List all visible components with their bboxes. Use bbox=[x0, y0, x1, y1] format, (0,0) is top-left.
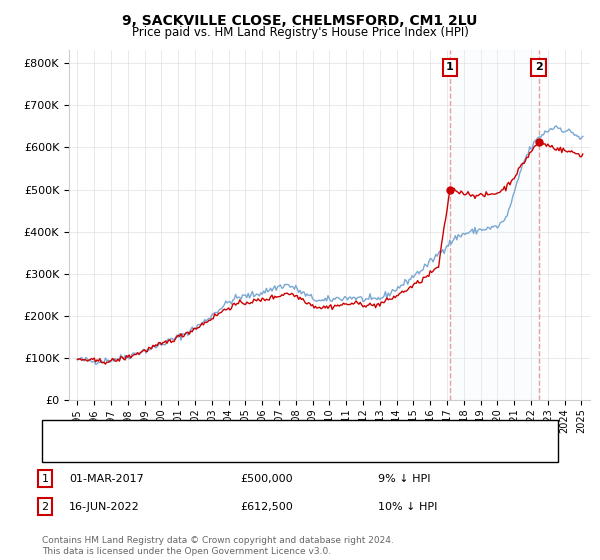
Text: 2: 2 bbox=[535, 62, 542, 72]
Text: 1: 1 bbox=[446, 62, 454, 72]
Text: 2: 2 bbox=[41, 502, 49, 512]
Text: £612,500: £612,500 bbox=[240, 502, 293, 512]
Text: HPI: Average price, detached house, Chelmsford: HPI: Average price, detached house, Chel… bbox=[75, 445, 328, 455]
Text: 9, SACKVILLE CLOSE, CHELMSFORD, CM1 2LU: 9, SACKVILLE CLOSE, CHELMSFORD, CM1 2LU bbox=[122, 14, 478, 28]
Text: —: — bbox=[51, 443, 67, 458]
Text: 9, SACKVILLE CLOSE, CHELMSFORD, CM1 2LU (detached house): 9, SACKVILLE CLOSE, CHELMSFORD, CM1 2LU … bbox=[75, 427, 407, 437]
Text: Contains HM Land Registry data © Crown copyright and database right 2024.
This d: Contains HM Land Registry data © Crown c… bbox=[42, 536, 394, 556]
Text: £500,000: £500,000 bbox=[240, 474, 293, 484]
Text: 9% ↓ HPI: 9% ↓ HPI bbox=[378, 474, 431, 484]
Bar bbox=[450, 50, 539, 400]
Text: —: — bbox=[51, 424, 67, 439]
Text: 10% ↓ HPI: 10% ↓ HPI bbox=[378, 502, 437, 512]
Text: Price paid vs. HM Land Registry's House Price Index (HPI): Price paid vs. HM Land Registry's House … bbox=[131, 26, 469, 39]
Text: 16-JUN-2022: 16-JUN-2022 bbox=[69, 502, 140, 512]
Text: 01-MAR-2017: 01-MAR-2017 bbox=[69, 474, 144, 484]
Text: 1: 1 bbox=[41, 474, 49, 484]
